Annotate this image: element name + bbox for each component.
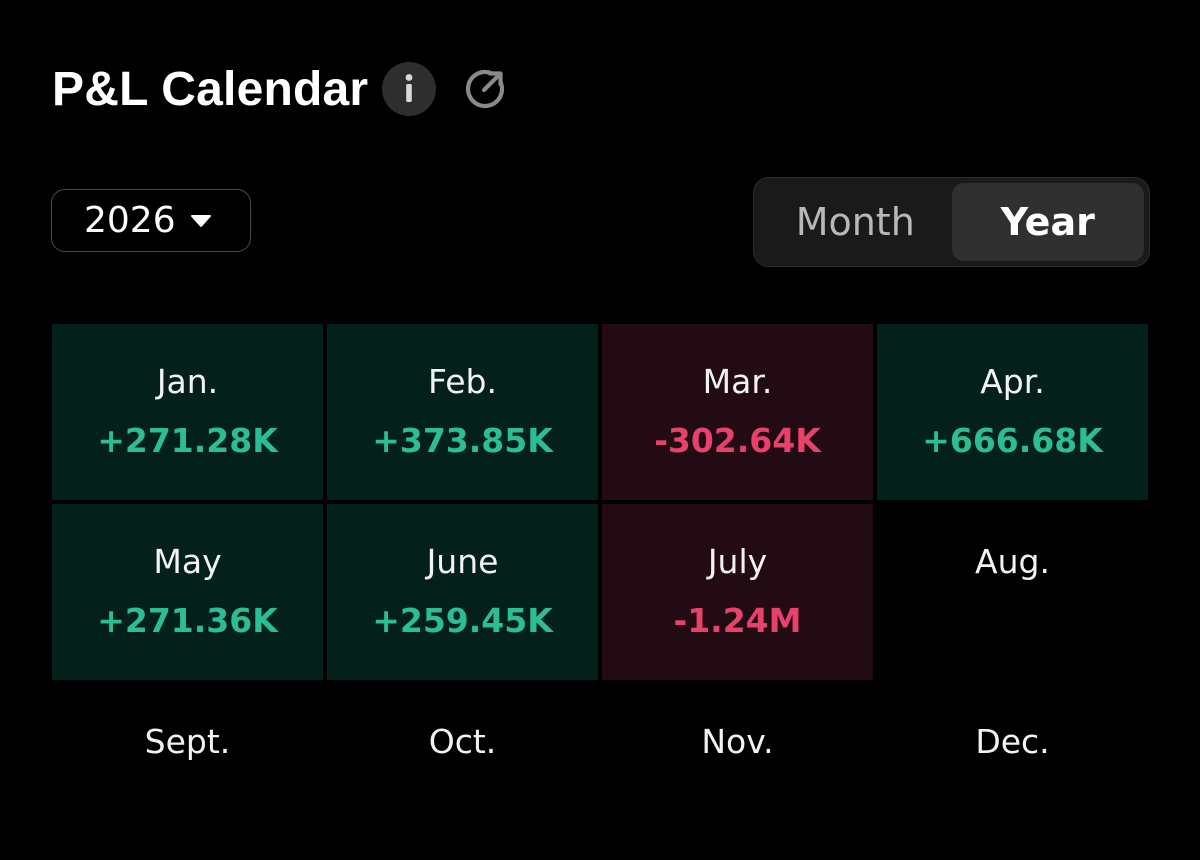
year-dropdown-value: 2026	[84, 200, 176, 241]
month-pnl: -1.24M	[673, 601, 802, 640]
month-label: Jan.	[156, 362, 219, 401]
page-title: P&L Calendar	[52, 62, 369, 116]
month-cell[interactable]: Sept.	[52, 684, 323, 860]
month-cell[interactable]: Aug.	[877, 504, 1148, 680]
month-cell[interactable]: Nov.	[602, 684, 873, 860]
month-pnl: +259.45K	[372, 601, 553, 640]
month-pnl: -302.64K	[654, 421, 821, 460]
month-label: Aug.	[975, 542, 1050, 581]
month-cell[interactable]: Apr. +666.68K	[877, 324, 1148, 500]
month-cell[interactable]: Jan. +271.28K	[52, 324, 323, 500]
month-cell[interactable]: Mar. -302.64K	[602, 324, 873, 500]
month-label: Apr.	[980, 362, 1045, 401]
year-dropdown[interactable]: 2026	[51, 189, 251, 252]
toggle-year[interactable]: Year	[951, 183, 1144, 261]
info-icon[interactable]	[382, 62, 437, 116]
share-arrow-icon[interactable]	[460, 64, 510, 114]
view-toggle: Month Year	[753, 177, 1150, 267]
month-label: June	[426, 542, 499, 581]
caret-down-icon	[190, 214, 212, 228]
month-label: May	[153, 542, 222, 581]
month-pnl: +373.85K	[372, 421, 553, 460]
month-pnl: +271.36K	[97, 601, 278, 640]
month-cell[interactable]: Feb. +373.85K	[327, 324, 598, 500]
header: P&L Calendar	[52, 58, 510, 120]
month-label: Dec.	[975, 722, 1050, 761]
month-label: Nov.	[701, 722, 774, 761]
month-pnl: +666.68K	[922, 421, 1103, 460]
month-cell[interactable]: Dec.	[877, 684, 1148, 860]
month-cell[interactable]: May +271.36K	[52, 504, 323, 680]
month-cell[interactable]: Oct.	[327, 684, 598, 860]
month-label: Sept.	[144, 722, 231, 761]
month-label: July	[707, 542, 768, 581]
pnl-month-grid: Jan. +271.28K Feb. +373.85K Mar. -302.64K A…	[52, 324, 1148, 860]
month-pnl: +271.28K	[97, 421, 278, 460]
month-label: Oct.	[428, 722, 497, 761]
toggle-month[interactable]: Month	[795, 200, 915, 244]
month-cell[interactable]: July -1.24M	[602, 504, 873, 680]
month-cell[interactable]: June +259.45K	[327, 504, 598, 680]
month-label: Mar.	[702, 362, 773, 401]
month-label: Feb.	[428, 362, 497, 401]
